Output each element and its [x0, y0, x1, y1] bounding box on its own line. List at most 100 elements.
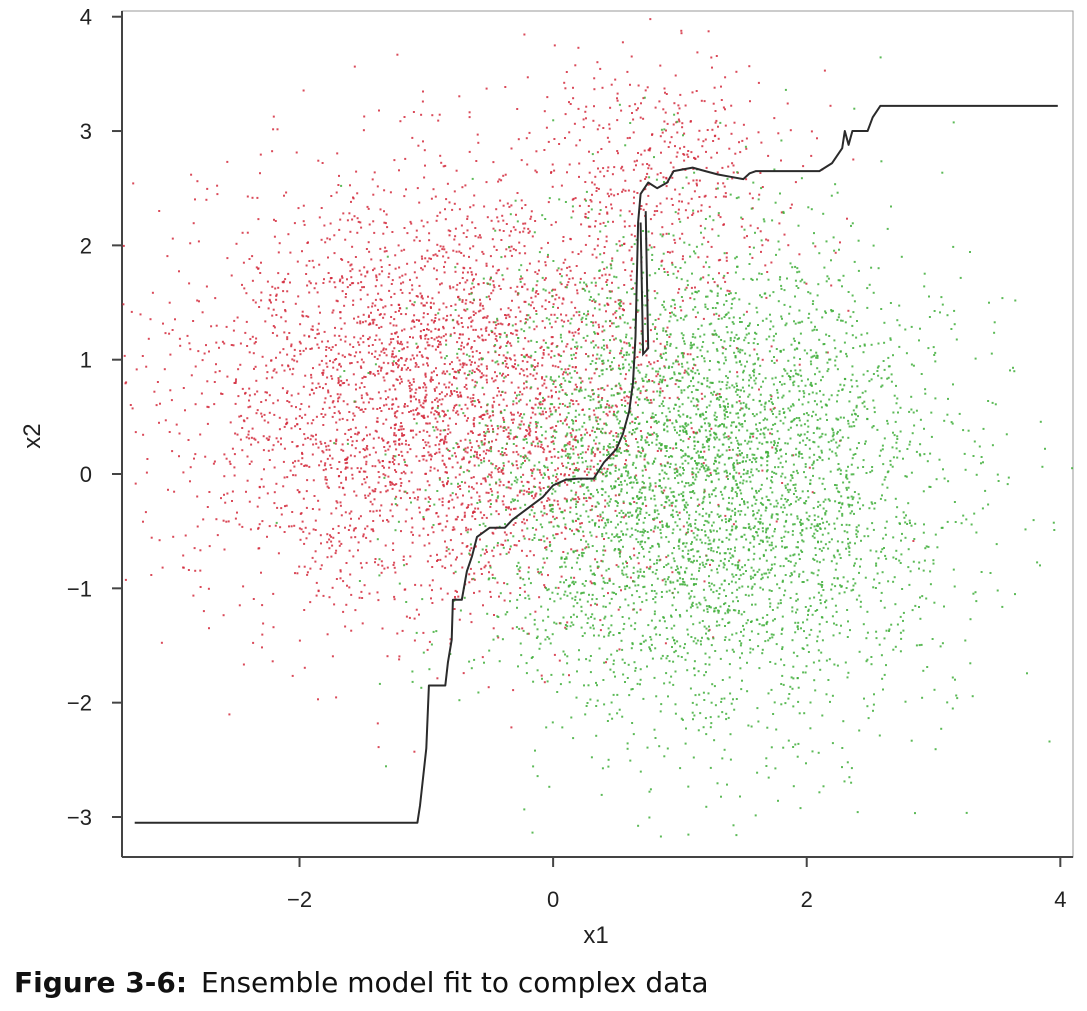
point-red — [453, 190, 456, 193]
point-red — [232, 329, 235, 332]
point-red — [543, 448, 546, 451]
point-red — [409, 278, 411, 281]
point-green — [787, 491, 790, 494]
point-red — [434, 327, 437, 330]
point-red — [572, 86, 574, 89]
point-red — [420, 267, 423, 270]
point-red — [535, 284, 538, 287]
point-red — [481, 304, 484, 307]
point-red — [329, 454, 331, 457]
point-red — [248, 437, 251, 440]
point-red — [606, 449, 609, 452]
point-red — [462, 254, 465, 257]
point-green — [607, 758, 610, 761]
point-red — [574, 366, 577, 369]
point-red — [426, 362, 429, 365]
point-green — [865, 637, 868, 640]
point-red — [420, 322, 423, 325]
point-green — [717, 335, 720, 338]
point-red — [498, 347, 501, 349]
point-red — [362, 535, 365, 538]
point-red — [598, 303, 601, 306]
point-red — [286, 338, 289, 341]
point-red — [757, 81, 760, 84]
point-green — [629, 422, 632, 425]
point-green — [821, 482, 824, 485]
point-green — [691, 272, 693, 275]
point-green — [624, 588, 627, 591]
point-green — [654, 596, 657, 599]
point-red — [485, 449, 488, 452]
point-red — [348, 353, 351, 356]
point-red — [466, 446, 469, 449]
point-red — [578, 327, 580, 330]
point-red — [468, 293, 471, 296]
point-red — [242, 261, 245, 264]
point-red — [548, 407, 551, 410]
point-red — [499, 333, 502, 336]
point-red — [398, 276, 401, 279]
point-green — [673, 651, 676, 654]
point-green — [711, 381, 714, 384]
point-green — [758, 568, 761, 571]
point-red — [272, 308, 275, 311]
point-red — [458, 484, 461, 487]
point-red — [325, 348, 328, 351]
point-red — [124, 578, 127, 581]
point-red — [383, 379, 386, 382]
point-green — [746, 442, 749, 445]
point-red — [430, 319, 433, 322]
point-red — [601, 287, 604, 290]
point-green — [751, 585, 754, 588]
point-red — [467, 504, 470, 506]
point-green — [622, 545, 624, 548]
point-red — [345, 293, 347, 295]
point-green — [639, 668, 642, 671]
point-red — [629, 326, 632, 329]
point-red — [469, 612, 472, 615]
point-red — [540, 573, 543, 576]
point-red — [353, 317, 355, 320]
point-red — [683, 159, 686, 162]
point-green — [519, 577, 522, 580]
point-red — [471, 400, 474, 402]
point-red — [502, 354, 505, 357]
point-red — [510, 204, 513, 207]
point-red — [288, 332, 291, 334]
point-red — [336, 393, 339, 396]
point-green — [776, 430, 779, 433]
point-red — [446, 370, 449, 373]
point-red — [511, 627, 514, 630]
point-red — [674, 383, 677, 386]
point-red — [344, 335, 347, 338]
point-red — [479, 511, 482, 514]
point-green — [698, 693, 701, 696]
point-red — [413, 617, 416, 620]
point-red — [592, 321, 594, 324]
point-red — [441, 500, 444, 503]
point-red — [149, 318, 152, 321]
point-red — [305, 537, 308, 540]
point-red — [218, 346, 220, 349]
point-red — [463, 308, 466, 311]
point-red — [393, 434, 396, 437]
point-red — [581, 409, 584, 411]
point-green — [633, 580, 636, 583]
point-red — [665, 185, 668, 188]
point-red — [245, 292, 248, 295]
point-green — [727, 311, 730, 314]
point-red — [595, 190, 598, 192]
point-red — [483, 434, 486, 437]
point-red — [479, 302, 482, 305]
point-red — [487, 333, 490, 336]
point-red — [346, 461, 349, 464]
point-red — [529, 387, 532, 390]
point-red — [391, 461, 394, 463]
point-red — [499, 553, 502, 556]
point-red — [253, 393, 256, 396]
point-red — [349, 428, 352, 431]
point-red — [505, 357, 508, 360]
point-green — [631, 722, 634, 724]
point-red — [428, 640, 431, 643]
point-red — [399, 288, 402, 291]
